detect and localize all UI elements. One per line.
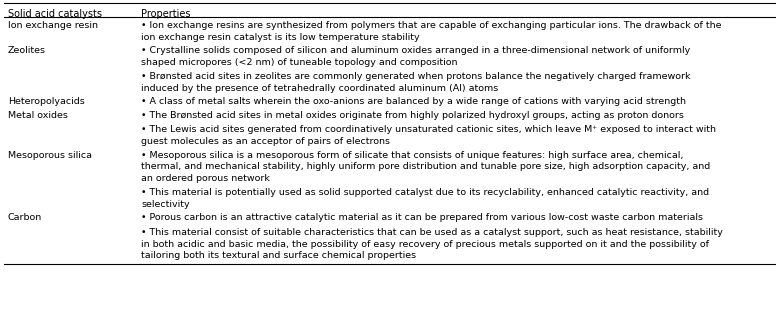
Text: in both acidic and basic media, the possibility of easy recovery of precious met: in both acidic and basic media, the poss… xyxy=(142,240,710,249)
Text: • Brønsted acid sites in zeolites are commonly generated when protons balance th: • Brønsted acid sites in zeolites are co… xyxy=(142,72,691,81)
Text: Solid acid catalysts: Solid acid catalysts xyxy=(8,9,102,19)
Text: Mesoporous silica: Mesoporous silica xyxy=(8,151,92,160)
Text: tailoring both its textural and surface chemical properties: tailoring both its textural and surface … xyxy=(142,251,416,260)
Text: • The Lewis acid sites generated from coordinatively unsaturated cationic sites,: • The Lewis acid sites generated from co… xyxy=(142,125,717,134)
Text: • A class of metal salts wherein the oxo-anions are balanced by a wide range of : • A class of metal salts wherein the oxo… xyxy=(142,97,686,106)
Text: Properties: Properties xyxy=(142,9,191,19)
Text: an ordered porous network: an ordered porous network xyxy=(142,174,270,183)
Text: Metal oxides: Metal oxides xyxy=(8,111,68,120)
Text: guest molecules as an acceptor of pairs of electrons: guest molecules as an acceptor of pairs … xyxy=(142,137,391,146)
Text: shaped micropores (<2 nm) of tuneable topology and composition: shaped micropores (<2 nm) of tuneable to… xyxy=(142,58,458,67)
Text: • The Brønsted acid sites in metal oxides originate from highly polarized hydrox: • The Brønsted acid sites in metal oxide… xyxy=(142,111,685,120)
Text: induced by the presence of tetrahedrally coordinated aluminum (Al) atoms: induced by the presence of tetrahedrally… xyxy=(142,84,499,93)
Text: selectivity: selectivity xyxy=(142,200,190,209)
Text: Ion exchange resin: Ion exchange resin xyxy=(8,21,98,30)
Text: • Porous carbon is an attractive catalytic material as it can be prepared from v: • Porous carbon is an attractive catalyt… xyxy=(142,214,703,222)
Text: ion exchange resin catalyst is its low temperature stability: ion exchange resin catalyst is its low t… xyxy=(142,32,420,42)
Text: • Crystalline solids composed of silicon and aluminum oxides arranged in a three: • Crystalline solids composed of silicon… xyxy=(142,46,691,55)
Text: Heteropolyacids: Heteropolyacids xyxy=(8,97,85,106)
Text: Carbon: Carbon xyxy=(8,214,42,222)
Text: Zeolites: Zeolites xyxy=(8,46,46,55)
Text: • This material is potentially used as solid supported catalyst due to its recyc: • This material is potentially used as s… xyxy=(142,188,710,197)
Text: • This material consist of suitable characteristics that can be used as a cataly: • This material consist of suitable char… xyxy=(142,228,724,237)
Text: • Mesoporous silica is a mesoporous form of silicate that consists of unique fea: • Mesoporous silica is a mesoporous form… xyxy=(142,151,684,160)
Text: • Ion exchange resins are synthesized from polymers that are capable of exchangi: • Ion exchange resins are synthesized fr… xyxy=(142,21,722,30)
Text: thermal, and mechanical stability, highly uniform pore distribution and tunable : thermal, and mechanical stability, highl… xyxy=(142,162,710,171)
